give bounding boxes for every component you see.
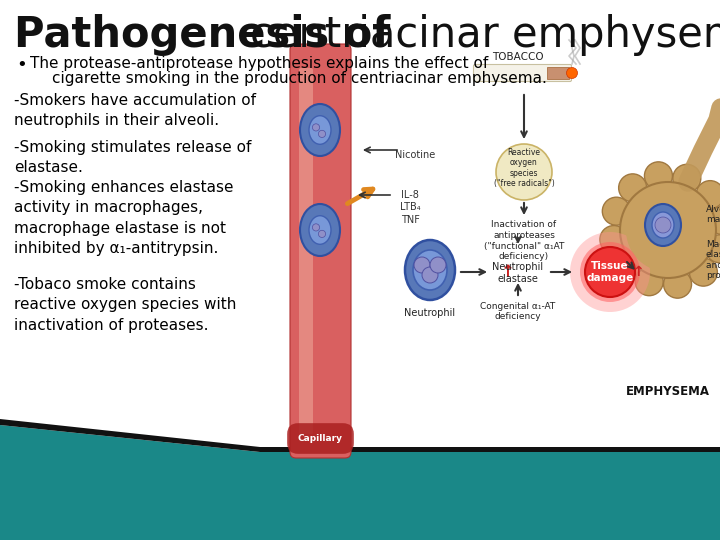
- Text: IL-8
LTB₄
TNF: IL-8 LTB₄ TNF: [400, 190, 420, 225]
- Text: -Smoking enhances elastase
activity in macrophages,
macrophage elastase is not
i: -Smoking enhances elastase activity in m…: [14, 180, 233, 256]
- Circle shape: [672, 164, 701, 192]
- Circle shape: [312, 224, 320, 231]
- Circle shape: [430, 257, 446, 273]
- Circle shape: [635, 268, 663, 296]
- Circle shape: [422, 267, 438, 283]
- Text: Alveolar
macrophage: Alveolar macrophage: [706, 205, 720, 225]
- Circle shape: [318, 130, 325, 138]
- Text: TOBACCO: TOBACCO: [492, 52, 544, 62]
- Text: Pathogenesis of: Pathogenesis of: [14, 14, 405, 56]
- Text: Macrophage
elastase
and metallo-
proteinases: Macrophage elastase and metallo- protein…: [706, 240, 720, 280]
- Circle shape: [618, 174, 647, 202]
- Text: Congenital α₁-AT
deficiency: Congenital α₁-AT deficiency: [480, 302, 556, 321]
- Ellipse shape: [652, 212, 674, 238]
- Circle shape: [612, 251, 640, 279]
- Ellipse shape: [645, 204, 681, 246]
- Text: centriacinar emphysema: centriacinar emphysema: [250, 14, 720, 56]
- Text: Inactivation of
antiproteases
("functional" α₁AT
deficiency): Inactivation of antiproteases ("function…: [484, 220, 564, 261]
- Text: Reactive
oxygen
species
("free radicals"): Reactive oxygen species ("free radicals"…: [494, 148, 554, 188]
- Bar: [290, 50, 720, 452]
- Circle shape: [414, 257, 430, 273]
- Circle shape: [644, 162, 672, 190]
- Circle shape: [580, 242, 640, 302]
- Text: ↑: ↑: [501, 263, 515, 281]
- Circle shape: [585, 247, 635, 297]
- Ellipse shape: [413, 250, 447, 290]
- Ellipse shape: [309, 215, 331, 244]
- Text: Capillary: Capillary: [298, 434, 343, 443]
- FancyArrowPatch shape: [348, 189, 373, 204]
- Circle shape: [600, 226, 628, 254]
- Polygon shape: [0, 419, 720, 452]
- Circle shape: [708, 206, 720, 234]
- Circle shape: [626, 188, 710, 272]
- Text: Neutrophil
elastase: Neutrophil elastase: [492, 262, 544, 284]
- FancyBboxPatch shape: [290, 44, 351, 458]
- Text: Nicotine: Nicotine: [395, 150, 435, 160]
- Text: Tissue
damage: Tissue damage: [586, 261, 634, 283]
- Circle shape: [706, 235, 720, 263]
- Bar: [547, 67, 569, 79]
- Circle shape: [496, 144, 552, 200]
- Circle shape: [664, 270, 691, 298]
- Circle shape: [570, 232, 650, 312]
- Text: Neutrophil: Neutrophil: [405, 308, 456, 318]
- Text: -Smoking stimulates release of
elastase.: -Smoking stimulates release of elastase.: [14, 140, 251, 176]
- Circle shape: [655, 217, 671, 233]
- Text: EMPHYSEMA: EMPHYSEMA: [626, 385, 710, 398]
- Ellipse shape: [309, 116, 331, 144]
- Circle shape: [696, 181, 720, 208]
- Circle shape: [318, 230, 325, 238]
- Text: -Tobaco smoke contains
reactive oxygen species with
inactivation of proteases.: -Tobaco smoke contains reactive oxygen s…: [14, 277, 236, 333]
- Ellipse shape: [300, 204, 340, 256]
- FancyBboxPatch shape: [474, 64, 572, 82]
- Circle shape: [312, 124, 320, 131]
- Circle shape: [567, 68, 577, 78]
- Circle shape: [603, 197, 630, 225]
- FancyBboxPatch shape: [299, 68, 313, 434]
- Circle shape: [689, 258, 717, 286]
- Ellipse shape: [300, 104, 340, 156]
- Circle shape: [620, 182, 716, 278]
- Text: •: •: [16, 56, 27, 74]
- Text: The protease-antiprotease hypothesis explains the effect of: The protease-antiprotease hypothesis exp…: [30, 56, 488, 71]
- Ellipse shape: [405, 240, 455, 300]
- Text: cigarette smoking in the production of centriacinar emphysema.: cigarette smoking in the production of c…: [52, 71, 547, 86]
- Text: ↑: ↑: [632, 265, 644, 279]
- Polygon shape: [0, 425, 720, 540]
- Text: -Smokers have accumulation of
neutrophils in their alveoli.: -Smokers have accumulation of neutrophil…: [14, 93, 256, 129]
